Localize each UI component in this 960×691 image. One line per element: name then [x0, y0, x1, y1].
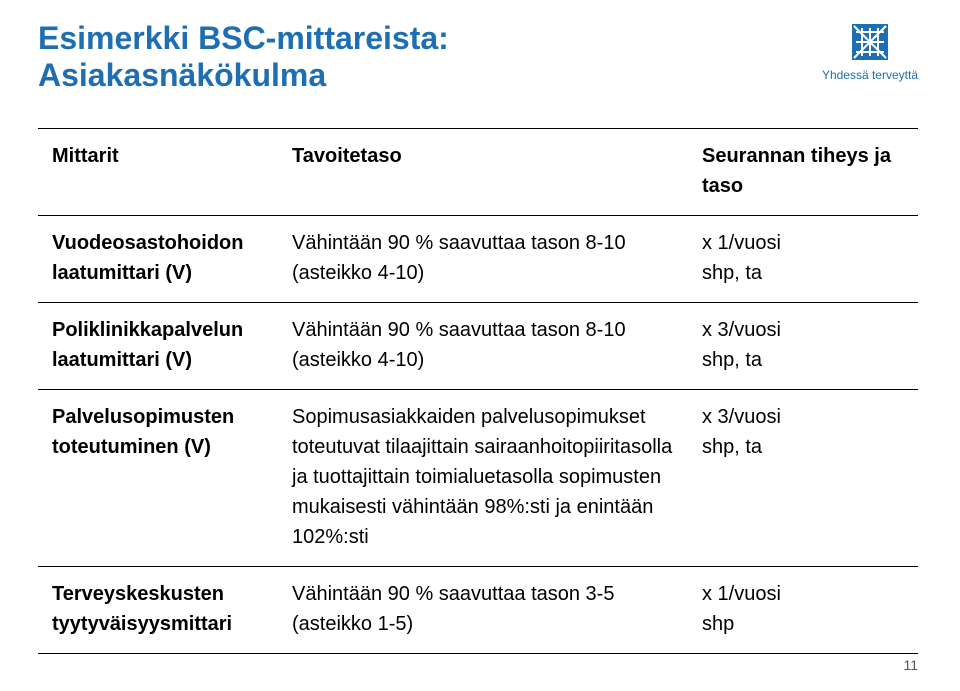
logo: Yhdessä terveyttä — [822, 20, 918, 82]
bsc-table: Mittarit Tavoitetaso Seurannan tiheys ja… — [38, 128, 918, 654]
freq-line1: x 3/vuosi — [702, 402, 904, 432]
table-row: Vuodeosastohoidon laatumittari (V) Vähin… — [38, 215, 918, 302]
table-row: Poliklinikkapalvelun laatumittari (V) Vä… — [38, 302, 918, 389]
slide: Yhdessä terveyttä Esimerkki BSC-mittarei… — [0, 0, 960, 691]
logo-mark-icon — [848, 20, 892, 64]
cell-freq: x 3/vuosi shp, ta — [688, 389, 918, 566]
freq-line2: shp — [702, 609, 904, 639]
cell-target: Vähintään 90 % saavuttaa tason 3-5 (aste… — [278, 566, 688, 653]
freq-line2: shp, ta — [702, 258, 904, 288]
freq-line2: shp, ta — [702, 345, 904, 375]
cell-freq: x 1/vuosi shp, ta — [688, 215, 918, 302]
cell-metric: Terveyskeskusten tyytyväisyysmittari — [38, 566, 278, 653]
col-header-freq: Seurannan tiheys ja taso — [688, 128, 918, 215]
freq-line1: x 3/vuosi — [702, 315, 904, 345]
table-header-row: Mittarit Tavoitetaso Seurannan tiheys ja… — [38, 128, 918, 215]
slide-title: Esimerkki BSC-mittareista: Asiakasnäköku… — [38, 20, 922, 94]
freq-line1: x 1/vuosi — [702, 228, 904, 258]
page-number: 11 — [903, 657, 918, 673]
cell-freq: x 3/vuosi shp, ta — [688, 302, 918, 389]
title-line1: Esimerkki BSC-mittareista: — [38, 20, 449, 56]
cell-target: Vähintään 90 % saavuttaa tason 8-10 (ast… — [278, 215, 688, 302]
logo-text: Yhdessä terveyttä — [822, 68, 918, 82]
freq-line2: shp, ta — [702, 432, 904, 462]
table-row: Terveyskeskusten tyytyväisyysmittari Väh… — [38, 566, 918, 653]
cell-target: Vähintään 90 % saavuttaa tason 8-10 (ast… — [278, 302, 688, 389]
col-header-target: Tavoitetaso — [278, 128, 688, 215]
col-header-metric: Mittarit — [38, 128, 278, 215]
cell-metric: Poliklinikkapalvelun laatumittari (V) — [38, 302, 278, 389]
cell-metric: Palvelusopimusten toteutuminen (V) — [38, 389, 278, 566]
freq-line1: x 1/vuosi — [702, 579, 904, 609]
table-row: Palvelusopimusten toteutuminen (V) Sopim… — [38, 389, 918, 566]
title-line2: Asiakasnäkökulma — [38, 57, 326, 93]
cell-freq: x 1/vuosi shp — [688, 566, 918, 653]
cell-target: Sopimusasiakkaiden palvelusopimukset tot… — [278, 389, 688, 566]
cell-metric: Vuodeosastohoidon laatumittari (V) — [38, 215, 278, 302]
